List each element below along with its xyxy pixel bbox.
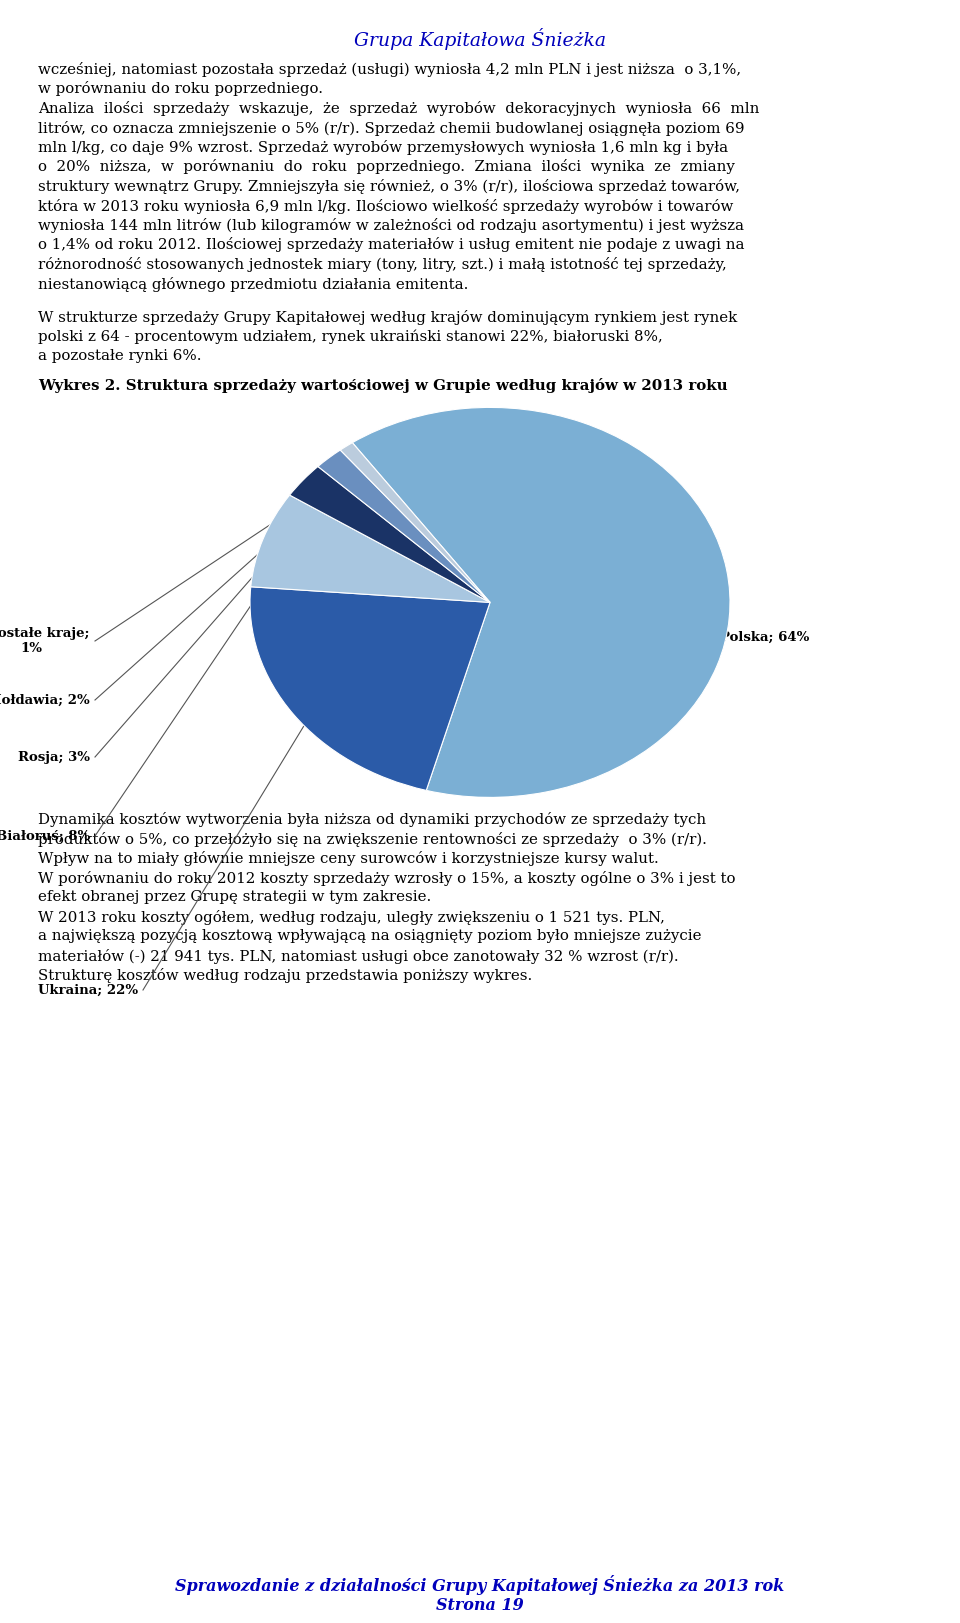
Text: wcześniej, natomiast pozostała sprzedaż (usługi) wyniosła 4,2 mln PLN i jest niż: wcześniej, natomiast pozostała sprzedaż … bbox=[38, 62, 741, 76]
Wedge shape bbox=[318, 450, 490, 602]
Text: Wpływ na to miały głównie mniejsze ceny surowców i korzystniejsze kursy walut.: Wpływ na to miały głównie mniejsze ceny … bbox=[38, 852, 659, 867]
Text: Pozostałe kraje;
1%: Pozostałe kraje; 1% bbox=[0, 626, 90, 656]
Text: Sprawozdanie z działalności Grupy Kapitałowej Śnieżka za 2013 rok: Sprawozdanie z działalności Grupy Kapita… bbox=[176, 1574, 784, 1595]
Text: która w 2013 roku wyniosła 6,9 mln l/kg. Ilościowo wielkość sprzedaży wyrobów i : która w 2013 roku wyniosła 6,9 mln l/kg.… bbox=[38, 198, 733, 214]
Text: w porównaniu do roku poprzedniego.: w porównaniu do roku poprzedniego. bbox=[38, 81, 323, 96]
Text: Wykres 2. Struktura sprzedaży wartościowej w Grupie według krajów w 2013 roku: Wykres 2. Struktura sprzedaży wartościow… bbox=[38, 378, 728, 393]
Text: niestanowiącą głównego przedmiotu działania emitenta.: niestanowiącą głównego przedmiotu działa… bbox=[38, 276, 468, 292]
Text: efekt obranej przez Grupę strategii w tym zakresie.: efekt obranej przez Grupę strategii w ty… bbox=[38, 891, 431, 904]
Text: Ukraina; 22%: Ukraina; 22% bbox=[37, 984, 138, 997]
Wedge shape bbox=[340, 443, 490, 602]
Text: Strukturę kosztów według rodzaju przedstawia poniższy wykres.: Strukturę kosztów według rodzaju przedst… bbox=[38, 969, 532, 984]
Text: a największą pozycją kosztową wpływającą na osiągnięty poziom było mniejsze zuży: a największą pozycją kosztową wpływającą… bbox=[38, 930, 702, 943]
Text: Rosja; 3%: Rosja; 3% bbox=[18, 750, 90, 763]
Wedge shape bbox=[250, 588, 490, 790]
Text: mln l/kg, co daje 9% wzrost. Sprzedaż wyrobów przemysłowych wyniosła 1,6 mln kg : mln l/kg, co daje 9% wzrost. Sprzedaż wy… bbox=[38, 140, 728, 156]
Text: o 1,4% od roku 2012. Ilościowej sprzedaży materiałów i usług emitent nie podaje : o 1,4% od roku 2012. Ilościowej sprzedaż… bbox=[38, 237, 745, 253]
Text: Białoruś; 8%: Białoruś; 8% bbox=[0, 829, 90, 842]
Text: Dynamika kosztów wytworzenia była niższa od dynamiki przychodów ze sprzedaży tyc: Dynamika kosztów wytworzenia była niższa… bbox=[38, 813, 707, 828]
Text: Polska; 64%: Polska; 64% bbox=[720, 630, 809, 643]
Wedge shape bbox=[251, 495, 490, 602]
Text: Strona 19: Strona 19 bbox=[436, 1597, 524, 1613]
Text: Mołdawia; 2%: Mołdawia; 2% bbox=[0, 693, 90, 706]
Text: materiałów (-) 21 941 tys. PLN, natomiast usługi obce zanotowały 32 % wzrost (r/: materiałów (-) 21 941 tys. PLN, natomias… bbox=[38, 949, 679, 964]
Text: Grupa Kapitałowa Śnieżka: Grupa Kapitałowa Śnieżka bbox=[354, 28, 606, 50]
Text: produktów o 5%, co przełożyło się na zwiększenie rentowności ze sprzedaży  o 3% : produktów o 5%, co przełożyło się na zwi… bbox=[38, 833, 707, 847]
Text: o  20%  niższa,  w  porównaniu  do  roku  poprzedniego.  Zmiana  ilości  wynika : o 20% niższa, w porównaniu do roku poprz… bbox=[38, 159, 734, 175]
Text: W strukturze sprzedaży Grupy Kapitałowej według krajów dominującym rynkiem jest : W strukturze sprzedaży Grupy Kapitałowej… bbox=[38, 310, 737, 325]
Text: wyniosła 144 mln litrów (lub kilogramów w zależności od rodzaju asortymentu) i j: wyniosła 144 mln litrów (lub kilogramów … bbox=[38, 217, 744, 234]
Text: struktury wewnątrz Grupy. Zmniejszyła się również, o 3% (r/r), ilościowa sprzeda: struktury wewnątrz Grupy. Zmniejszyła si… bbox=[38, 179, 740, 195]
Wedge shape bbox=[352, 407, 730, 797]
Text: różnorodność stosowanych jednostek miary (tony, litry, szt.) i małą istotność te: różnorodność stosowanych jednostek miary… bbox=[38, 256, 727, 273]
Text: polski z 64 - procentowym udziałem, rynek ukraiński stanowi 22%, białoruski 8%,: polski z 64 - procentowym udziałem, ryne… bbox=[38, 329, 662, 344]
Text: W porównaniu do roku 2012 koszty sprzedaży wzrosły o 15%, a koszty ogólne o 3% i: W porównaniu do roku 2012 koszty sprzeda… bbox=[38, 872, 735, 886]
Text: W 2013 roku koszty ogółem, według rodzaju, uległy zwiększeniu o 1 521 tys. PLN,: W 2013 roku koszty ogółem, według rodzaj… bbox=[38, 911, 665, 925]
Text: Analiza  ilości  sprzedaży  wskazuje,  że  sprzedaż  wyrobów  dekoracyjnych  wyn: Analiza ilości sprzedaży wskazuje, że sp… bbox=[38, 101, 759, 115]
Text: litrów, co oznacza zmniejszenie o 5% (r/r). Sprzedaż chemii budowlanej osiągnęła: litrów, co oznacza zmniejszenie o 5% (r/… bbox=[38, 120, 745, 135]
Wedge shape bbox=[290, 466, 490, 602]
Text: a pozostałe rynki 6%.: a pozostałe rynki 6%. bbox=[38, 349, 202, 362]
